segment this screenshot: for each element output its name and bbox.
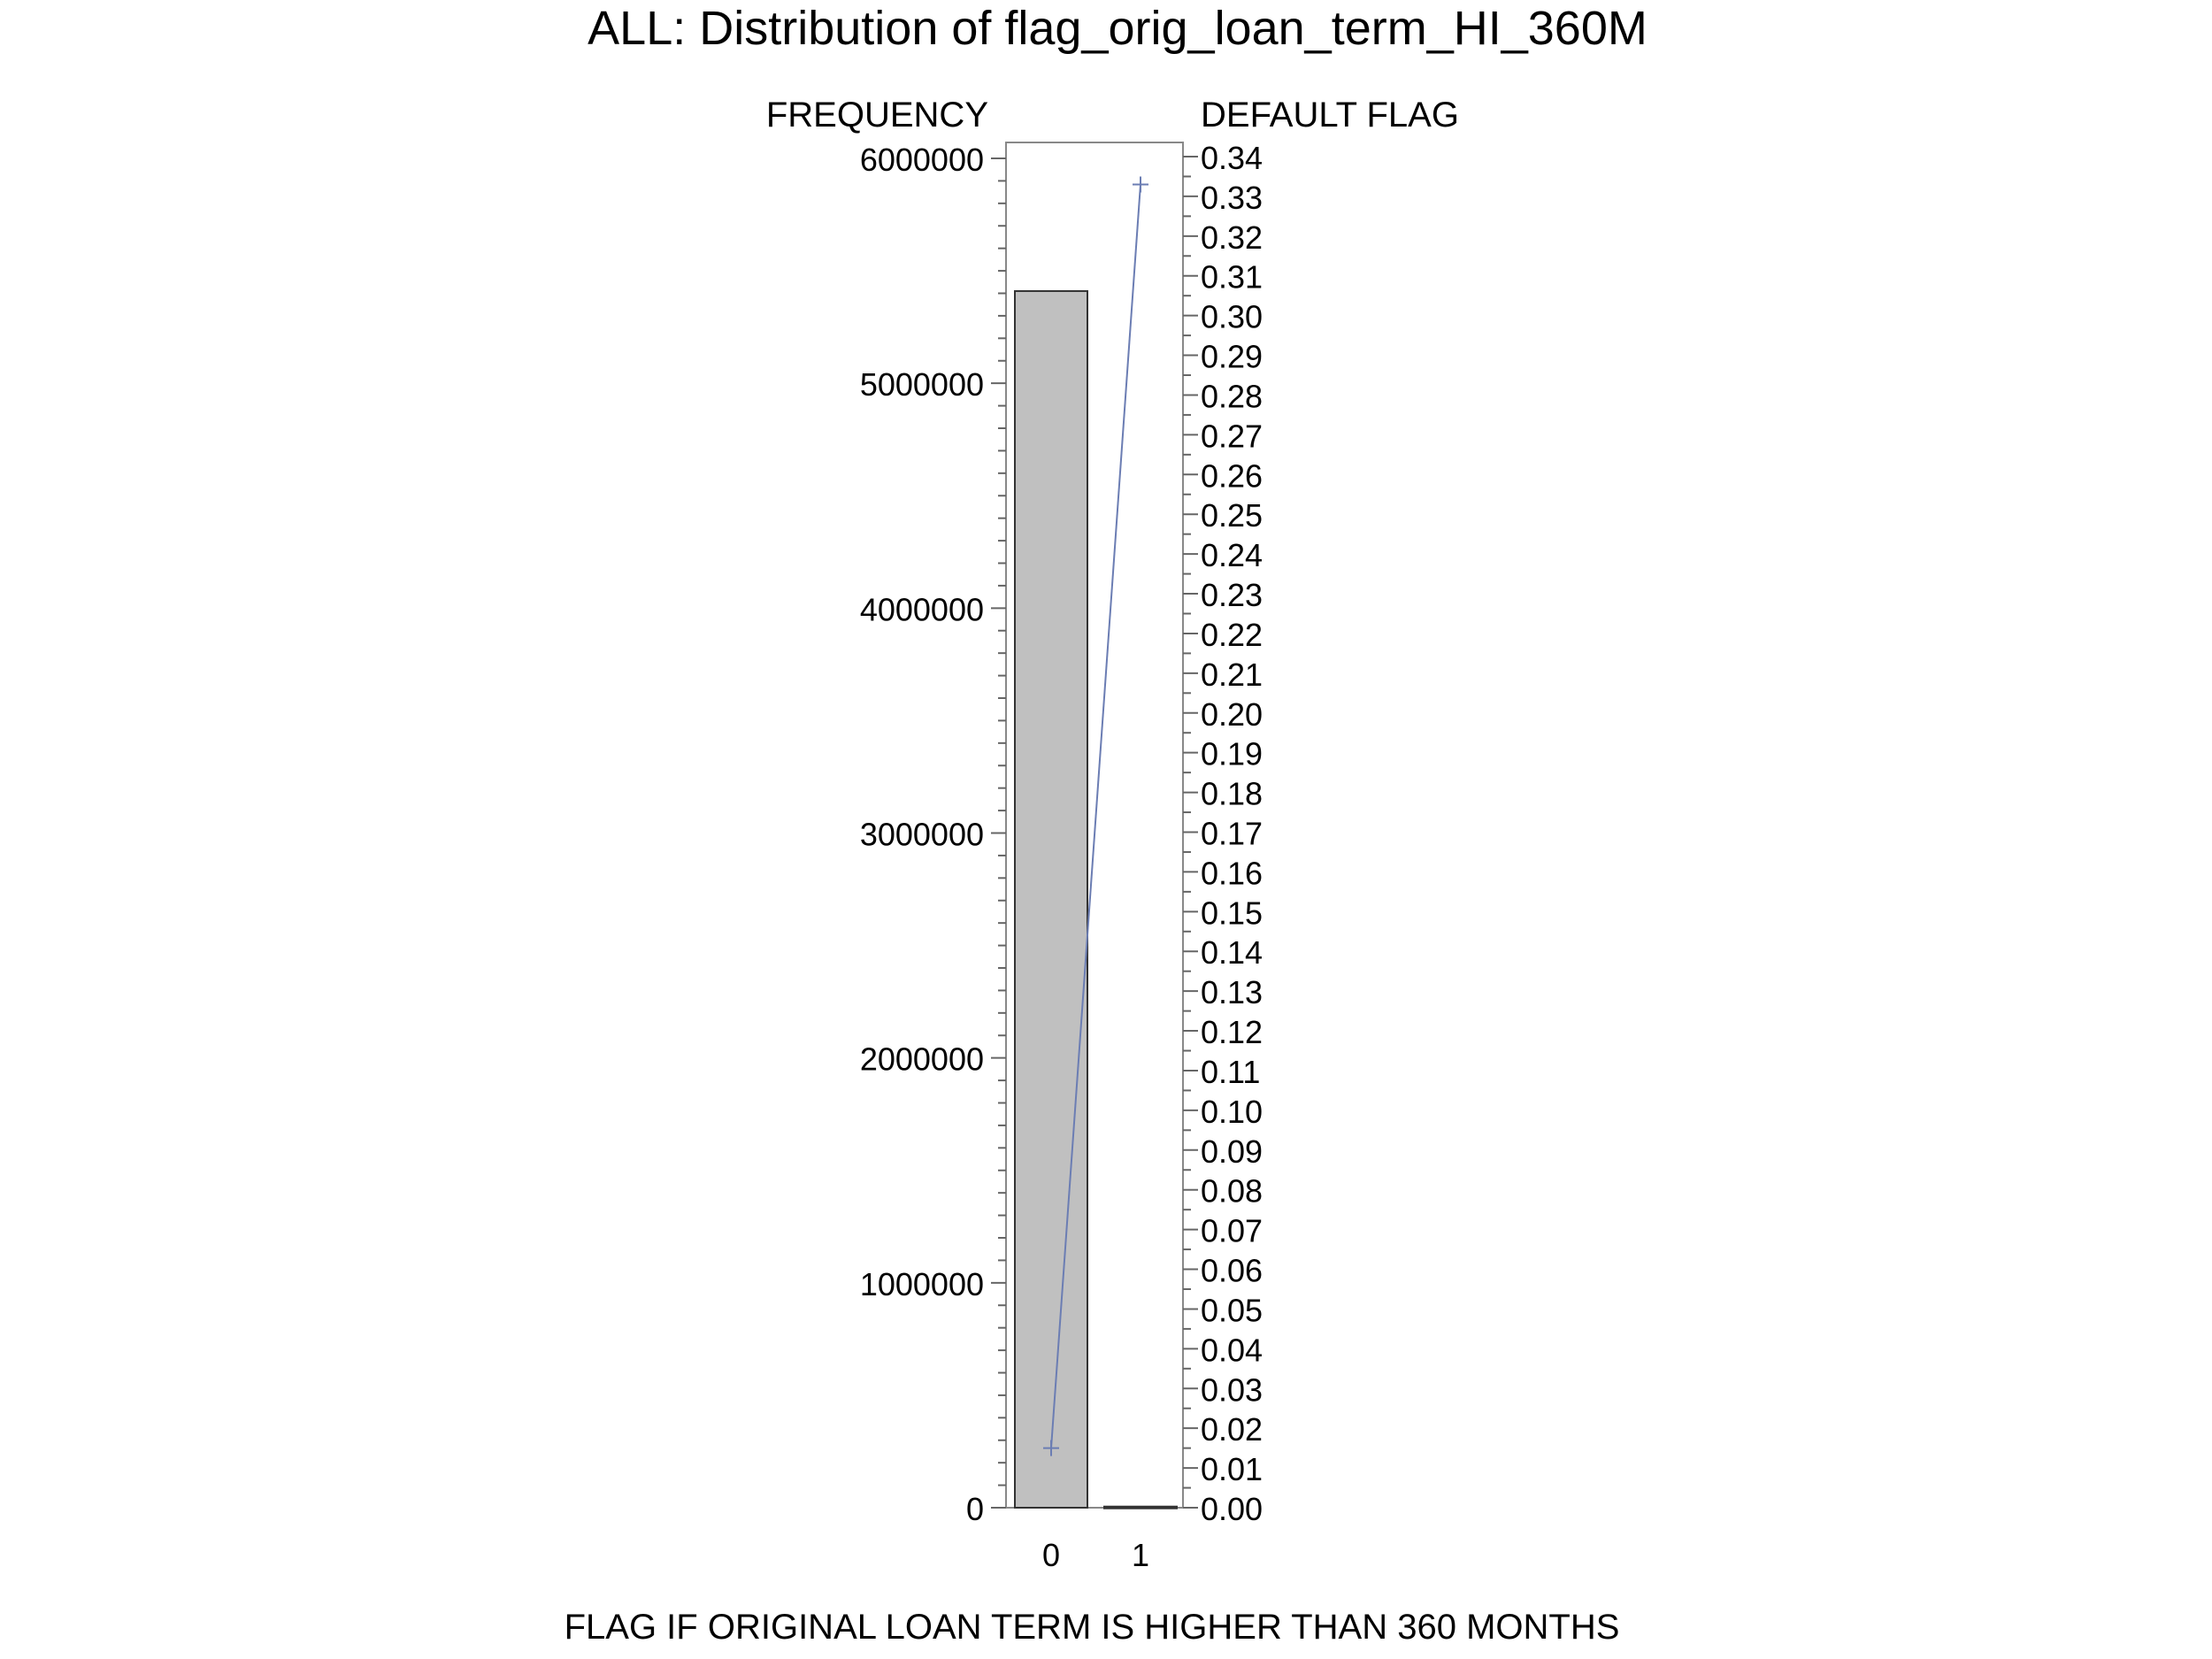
y2-tick-label: 0.22 bbox=[1201, 617, 1263, 653]
y2-tick-label: 0.10 bbox=[1201, 1094, 1263, 1130]
y2-tick-label: 0.18 bbox=[1201, 776, 1263, 812]
default-rate-path bbox=[1050, 184, 1141, 1448]
chart-title: ALL: Distribution of flag_orig_loan_term… bbox=[588, 2, 1647, 55]
y2-tick-label: 0.14 bbox=[1201, 934, 1263, 971]
y2-tick-label: 0.19 bbox=[1201, 736, 1263, 772]
y2-tick-label: 0.28 bbox=[1201, 378, 1263, 414]
y2-tick-label: 0.00 bbox=[1201, 1491, 1263, 1527]
y2-tick-label: 0.34 bbox=[1201, 140, 1263, 176]
left-axis: 0 1000000 2000000 3000000 4000000 5000000 6000… bbox=[860, 142, 1006, 1527]
y2-tick-label: 0.27 bbox=[1201, 418, 1263, 454]
bars bbox=[1014, 289, 1178, 1509]
y2-tick-label: 0.25 bbox=[1201, 497, 1263, 534]
y2-tick-label: 0.17 bbox=[1201, 816, 1263, 852]
default-rate-line bbox=[1043, 176, 1148, 1456]
y2-tick-label: 0.01 bbox=[1201, 1451, 1263, 1487]
y2-tick-label: 0.33 bbox=[1201, 180, 1263, 216]
x-tick-label: 1 bbox=[1132, 1537, 1149, 1573]
y2-tick-label: 0.20 bbox=[1201, 696, 1263, 733]
right-axis: 0.00 0.010.020.030.04 0.050.06 0.070.080.09… bbox=[1183, 140, 1263, 1527]
y2-tick-label: 0.05 bbox=[1201, 1292, 1263, 1328]
y2-tick-label: 0.26 bbox=[1201, 457, 1263, 494]
y2-tick-label: 0.02 bbox=[1201, 1411, 1263, 1448]
y2-tick-label: 0.08 bbox=[1201, 1173, 1263, 1210]
y-axis-title: FREQUENCY bbox=[766, 96, 988, 134]
y2-tick-label: 0.31 bbox=[1201, 259, 1263, 296]
y-tick-label: 6000000 bbox=[860, 142, 984, 178]
y2-tick-label: 0.06 bbox=[1201, 1253, 1263, 1289]
y-tick-label: 2000000 bbox=[860, 1041, 984, 1078]
y2-tick-label: 0.09 bbox=[1201, 1133, 1263, 1170]
x-axis-title: FLAG IF ORIGINAL LOAN TERM IS HIGHER THA… bbox=[565, 1608, 1620, 1647]
y-tick-label: 4000000 bbox=[860, 591, 984, 627]
y-tick-label: 5000000 bbox=[860, 366, 984, 403]
y2-tick-label: 0.29 bbox=[1201, 339, 1263, 375]
y2-axis-title: DEFAULT FLAG bbox=[1201, 96, 1459, 134]
default-rate-marker bbox=[1133, 176, 1148, 193]
y2-tick-label: 0.03 bbox=[1201, 1371, 1263, 1408]
y-tick-label: 3000000 bbox=[860, 817, 984, 853]
y2-tick-label: 0.30 bbox=[1201, 299, 1263, 335]
bar-0 bbox=[1014, 289, 1088, 1509]
y2-tick-label: 0.12 bbox=[1201, 1014, 1263, 1050]
y2-tick-label: 0.07 bbox=[1201, 1213, 1263, 1249]
y2-tick-label: 0.21 bbox=[1201, 657, 1263, 693]
y2-tick-label: 0.13 bbox=[1201, 974, 1263, 1010]
x-tick-label: 0 bbox=[1042, 1537, 1060, 1573]
plot-frame bbox=[1005, 142, 1184, 1509]
default-rate-marker bbox=[1043, 1440, 1059, 1456]
y2-tick-label: 0.24 bbox=[1201, 537, 1263, 573]
bar-1 bbox=[1103, 1505, 1178, 1509]
y2-tick-label: 0.23 bbox=[1201, 577, 1263, 613]
y2-tick-label: 0.32 bbox=[1201, 219, 1263, 256]
y-tick-label: 0 bbox=[966, 1491, 984, 1527]
y2-tick-label: 0.11 bbox=[1201, 1054, 1260, 1090]
y2-tick-label: 0.16 bbox=[1201, 855, 1263, 891]
y-tick-label: 1000000 bbox=[860, 1266, 984, 1302]
y2-tick-label: 0.15 bbox=[1201, 895, 1263, 931]
y2-tick-label: 0.04 bbox=[1201, 1332, 1263, 1368]
